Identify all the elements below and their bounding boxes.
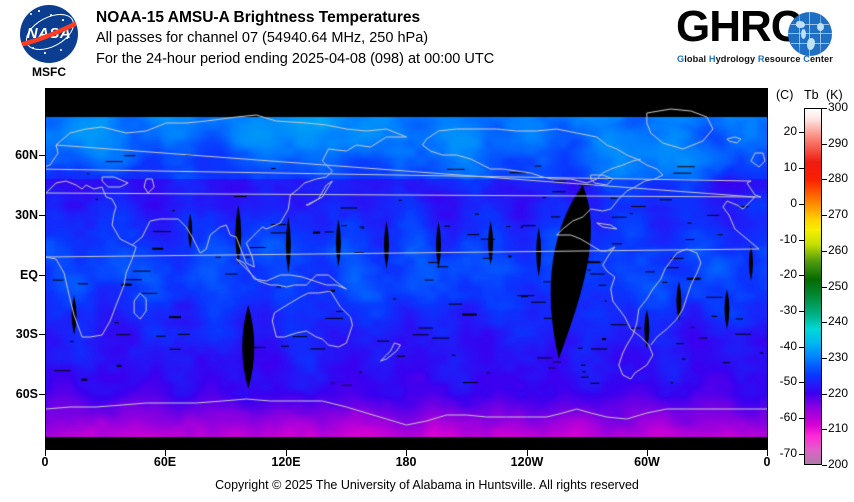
colorbar-tick-c--30 [799,310,804,312]
colorbar-label-c-20: 20 [783,124,797,139]
colorbar-tick-c-0 [799,203,804,205]
nasa-center-label: MSFC [32,65,66,79]
map-raster [46,89,767,449]
lat-label-30n: 30N [15,208,38,222]
colorbar-tick-c--70 [799,453,804,455]
colorbar-tick-c--40 [799,346,804,348]
colorbar-tick-k-280 [822,179,827,181]
colorbar-tick-c--10 [799,239,804,241]
ghrc-wordmark: GHRC [676,2,803,51]
lat-label-eq: EQ [19,268,38,282]
colorbar-label-k-200: 200 [828,457,849,471]
colorbar-tick-k-300 [822,108,827,109]
colorbar-label-c--10: -10 [779,231,797,246]
lon-label-180: 180 [395,455,417,469]
lon-tick-0 [45,450,46,456]
nasa-logo: NASA MSFC [12,5,84,85]
colorbar-label-k-210: 210 [828,421,849,436]
title-block: NOAA-15 AMSU-A Brightness Temperatures A… [96,8,656,70]
lat-label-60s: 60S [15,387,38,401]
colorbar-tick-k-240 [822,322,827,324]
colorbar-tick-k-270 [822,215,827,217]
lat-label-60n: 60N [15,148,38,162]
lon-tick-180 [406,450,407,456]
colorbar-quantity: Tb [804,88,819,102]
lon-tick-360 [767,450,768,456]
colorbar-label-k-230: 230 [828,349,849,364]
copyright-notice: Copyright © 2025 The University of Alaba… [215,478,639,492]
colorbar-label-k-280: 280 [828,171,849,186]
lon-label-60w: 60W [634,455,660,469]
ghrc-globe-icon [788,12,832,56]
lat-tick-30n [39,215,45,216]
colorbar-label-k-260: 260 [828,242,849,257]
lat-tick-eq [39,275,45,276]
colorbar-label-k-270: 270 [828,207,849,222]
colorbar-tick-c-10 [799,168,804,170]
colorbar-tick-c--50 [799,382,804,384]
colorbar-tick-k-260 [822,250,827,252]
colorbar-gradient [804,108,822,465]
colorbar-unit-kelvin: (K) [826,88,843,102]
lat-tick-60n [39,155,45,156]
colorbar-label-c--70: -70 [779,445,797,460]
lon-label-0: 0 [41,455,49,469]
lon-tick-60w [647,450,648,456]
colorbar-label-k-220: 220 [828,385,849,400]
page-title: NOAA-15 AMSU-A Brightness Temperatures [96,9,421,26]
subtitle-channel: All passes for channel 07 (54940.64 MHz,… [96,30,429,46]
colorbar-unit-celsius: (C) [776,88,794,102]
colorbar-tick-c--20 [799,275,804,277]
colorbar: (C) Tb (K) 300 290 280 270 260 250 240 230 220 21… [776,88,854,471]
global-map[interactable] [45,88,768,450]
lon-label-120w: 120W [510,455,544,469]
nasa-meatball-icon: NASA [20,5,78,63]
colorbar-tick-c-20 [799,132,804,134]
ghrc-tagline: Global Hydrology Resource Center [677,54,833,64]
colorbar-label-c--50: -50 [779,374,797,389]
lon-label-60e: 60E [153,455,177,469]
colorbar-label-c--20: -20 [779,267,797,282]
colorbar-tick-k-200 [822,465,827,466]
colorbar-tick-k-230 [822,357,827,359]
subtitle-period: For the 24-hour period ending 2025-04-08… [96,51,495,67]
colorbar-label-c-0: 0 [790,195,797,210]
colorbar-label-k-300: 300 [828,100,849,114]
lon-label-360: 0 [763,455,771,469]
nasa-swoosh-icon [20,21,78,47]
colorbar-label-k-290: 290 [828,135,849,150]
lat-label-30s: 30S [15,327,38,341]
ghrc-logo: GHRC Global Hydrology Resource Center [676,4,844,78]
header: NASA MSFC NOAA-15 AMSU-A Brightness Temp… [0,0,854,88]
colorbar-label-c--60: -60 [779,410,797,425]
lon-label-120e: 120E [271,455,301,469]
lon-tick-120e [286,450,287,456]
lon-tick-120w [527,450,528,456]
colorbar-tick-c--60 [799,418,804,420]
colorbar-tick-k-220 [822,393,827,395]
lat-tick-60s [39,394,45,395]
colorbar-tick-k-210 [822,429,827,431]
colorbar-tick-k-290 [822,143,827,145]
colorbar-tick-k-250 [822,286,827,288]
colorbar-label-c--30: -30 [779,302,797,317]
lon-tick-60e [165,450,166,456]
colorbar-label-c-10: 10 [783,160,797,175]
colorbar-label-c--40: -40 [779,338,797,353]
colorbar-label-k-250: 250 [828,278,849,293]
lat-tick-30s [39,334,45,335]
colorbar-label-k-240: 240 [828,314,849,329]
